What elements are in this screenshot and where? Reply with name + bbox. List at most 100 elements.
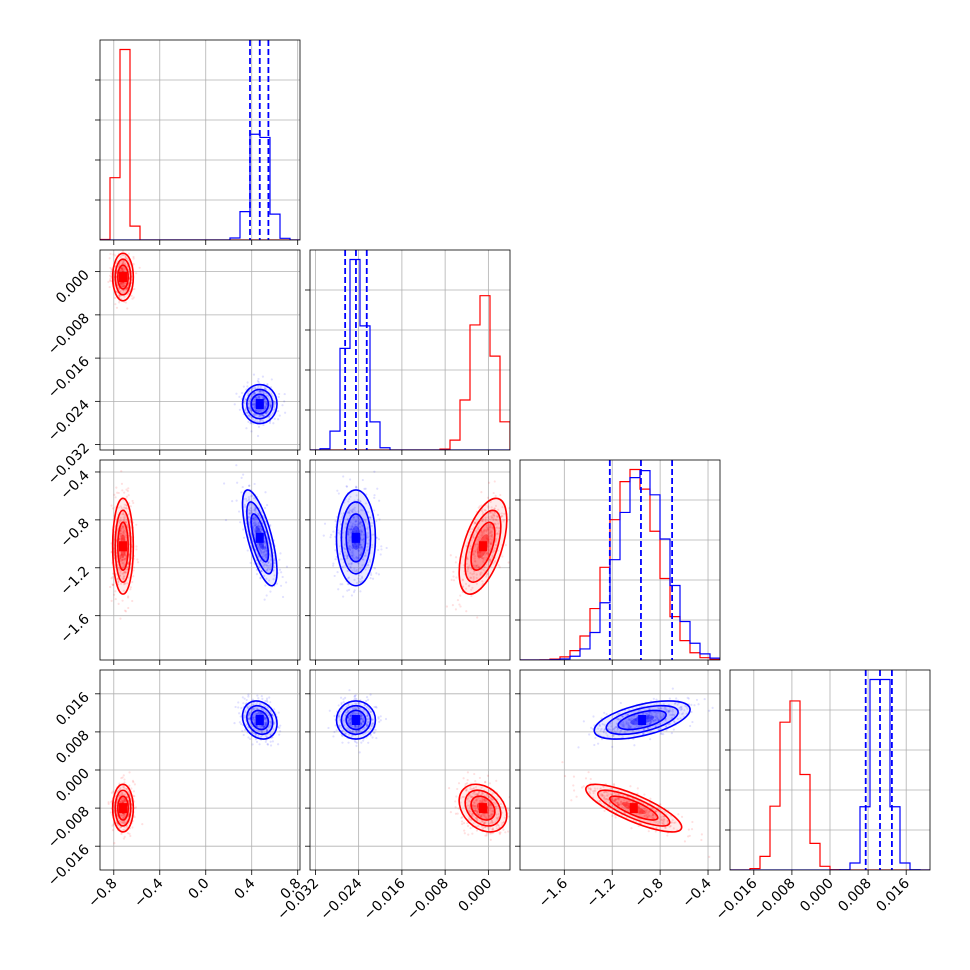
sample-point: [255, 572, 259, 576]
sample-point: [120, 553, 123, 556]
sample-point: [265, 551, 268, 554]
sample-point: [126, 307, 129, 310]
sample-point: [120, 814, 123, 817]
sample-point: [254, 718, 257, 721]
sample-point: [261, 544, 265, 547]
sample-point: [116, 560, 119, 563]
sample-point: [110, 577, 113, 580]
sample-point: [269, 406, 272, 409]
sample-point: [616, 797, 619, 800]
sample-point: [118, 567, 121, 570]
sample-point: [638, 811, 641, 814]
sample-point: [256, 525, 259, 528]
sample-point: [250, 430, 253, 433]
sample-point: [476, 812, 479, 815]
sample-point: [584, 777, 588, 780]
sample-point: [123, 536, 126, 539]
sample-point: [643, 807, 646, 810]
sample-point: [348, 545, 351, 548]
sample-point: [365, 722, 368, 725]
sample-point: [449, 811, 452, 814]
sample-point: [122, 572, 125, 575]
sample-point: [121, 284, 125, 287]
sample-point: [376, 487, 379, 490]
sample-point: [476, 543, 479, 546]
sample-point: [260, 712, 264, 715]
sample-point: [357, 712, 360, 716]
sample-point: [619, 801, 622, 804]
sample-point: [263, 598, 266, 601]
sample-point: [223, 482, 226, 485]
sample-point: [263, 537, 266, 540]
sample-point: [683, 840, 687, 843]
sample-point: [357, 520, 360, 523]
sample-point: [244, 408, 247, 411]
sample-point: [351, 712, 354, 715]
sample-point: [503, 816, 506, 819]
sample-point: [264, 723, 267, 726]
density-peak: [118, 541, 127, 552]
sample-point: [361, 509, 364, 512]
sample-point: [115, 486, 118, 489]
sample-point: [486, 496, 490, 499]
sample-point: [614, 798, 617, 801]
sample-point: [385, 546, 388, 550]
sample-point: [481, 520, 484, 523]
sample-point: [355, 726, 358, 729]
sample-point: [348, 545, 351, 548]
sample-point: [476, 805, 479, 808]
sample-point: [367, 564, 370, 567]
sample-point: [345, 711, 348, 714]
sample-point: [135, 545, 138, 548]
sample-point: [121, 244, 123, 246]
sample-point: [119, 516, 122, 520]
sample-point: [136, 561, 140, 564]
sample-point: [472, 822, 475, 825]
sample-point: [119, 270, 122, 273]
sample-point: [380, 545, 383, 548]
sample-point: [121, 561, 124, 565]
sample-point: [474, 799, 478, 802]
sample-point: [478, 813, 481, 816]
sample-point: [123, 828, 126, 831]
sample-point: [357, 731, 360, 734]
sample-point: [355, 529, 358, 533]
sample-point: [351, 546, 354, 549]
sample-point: [259, 527, 263, 530]
sample-point: [353, 530, 356, 533]
scatter-panel-1-0: [100, 244, 300, 450]
sample-point: [625, 802, 628, 805]
sample-point: [123, 814, 126, 817]
sample-point: [489, 807, 492, 810]
sample-point: [260, 551, 263, 555]
sample-point: [277, 711, 280, 714]
sample-point: [258, 527, 261, 531]
sample-point: [483, 822, 486, 825]
sample-point: [346, 554, 349, 558]
sample-point: [119, 245, 121, 247]
sample-point: [493, 801, 496, 804]
sample-point: [263, 554, 267, 558]
sample-point: [359, 528, 363, 531]
sample-point: [260, 730, 263, 734]
sample-point: [252, 393, 255, 396]
sample-point: [361, 478, 364, 482]
sample-point: [124, 571, 127, 574]
sample-point: [125, 507, 128, 510]
sample-point: [260, 511, 263, 514]
sample-point: [271, 740, 275, 743]
sample-point: [333, 730, 336, 734]
sample-point: [123, 814, 126, 817]
sample-point: [366, 545, 369, 548]
sample-point: [119, 530, 122, 533]
sample-point: [260, 414, 263, 417]
sample-point: [257, 524, 260, 527]
sample-point: [591, 790, 595, 793]
sample-point: [332, 562, 335, 565]
sample-point: [366, 535, 369, 538]
sample-point: [476, 819, 479, 822]
sample-point: [242, 536, 246, 539]
sample-point: [116, 824, 120, 827]
sample-point: [485, 832, 489, 835]
